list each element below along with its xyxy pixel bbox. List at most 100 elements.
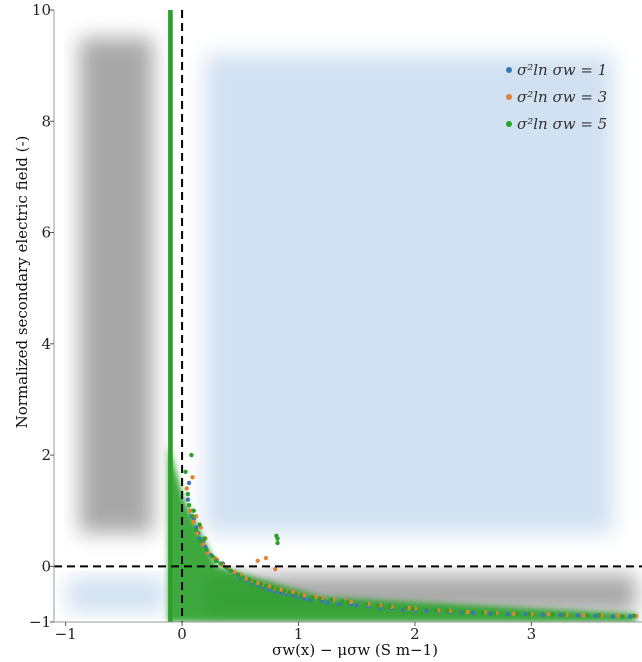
data-point xyxy=(190,475,195,480)
data-point xyxy=(526,612,532,617)
data-point xyxy=(255,580,260,586)
data-point xyxy=(470,610,476,616)
data-point xyxy=(232,569,237,575)
dense-band-wedge xyxy=(168,443,637,622)
data-point xyxy=(184,486,189,491)
region-upper-right xyxy=(205,54,613,533)
data-point xyxy=(293,591,299,597)
y-tick-label: 8 xyxy=(41,112,51,130)
data-point xyxy=(218,561,223,566)
dense-band xyxy=(168,10,637,622)
data-point xyxy=(274,533,279,538)
data-point xyxy=(325,600,330,605)
data-point xyxy=(183,469,188,474)
data-point xyxy=(290,593,295,598)
data-point xyxy=(631,613,637,619)
x-tick-label: −1 xyxy=(55,625,77,643)
data-point xyxy=(228,568,234,574)
x-axis-ticks: −1 0 1 2 3 xyxy=(55,622,537,643)
data-point xyxy=(278,587,284,592)
data-points xyxy=(183,452,639,619)
y-tick-label: 4 xyxy=(41,335,51,353)
series-3 xyxy=(183,452,637,619)
data-point xyxy=(275,586,280,592)
legend-marker xyxy=(506,121,512,127)
data-point xyxy=(558,612,563,617)
data-point xyxy=(375,603,380,608)
data-point xyxy=(581,613,586,618)
data-point xyxy=(328,597,334,602)
data-point xyxy=(354,603,359,608)
data-point xyxy=(585,613,590,618)
dense-band-column xyxy=(168,10,173,622)
data-point xyxy=(491,610,497,616)
data-point xyxy=(337,601,342,607)
legend-label: σ²ln σw = 5 xyxy=(517,115,607,133)
data-point xyxy=(345,599,350,605)
x-tick-label: 3 xyxy=(527,625,537,643)
data-point xyxy=(210,554,215,559)
legend-marker xyxy=(506,94,512,100)
x-axis-title: σw(x) − μσw (S m−1) xyxy=(272,641,438,659)
y-tick-label: 10 xyxy=(32,1,51,19)
data-point xyxy=(348,599,354,605)
data-point xyxy=(550,612,555,617)
y-axis-title: Normalized secondary electric field (-) xyxy=(13,136,31,429)
data-point xyxy=(263,583,269,589)
region-lower-left xyxy=(67,577,165,612)
data-point xyxy=(575,613,581,618)
data-point xyxy=(424,608,429,614)
plot-area xyxy=(54,10,642,622)
data-point xyxy=(465,609,470,615)
data-point xyxy=(410,606,415,611)
data-point xyxy=(540,612,546,617)
data-point xyxy=(302,593,307,598)
data-point xyxy=(363,601,369,607)
y-tick-label: 6 xyxy=(41,224,51,242)
axes xyxy=(53,10,642,623)
data-point xyxy=(406,605,412,611)
data-point xyxy=(445,608,450,614)
data-point xyxy=(488,611,493,616)
data-point xyxy=(403,605,408,611)
data-point xyxy=(515,611,520,616)
data-point xyxy=(317,596,322,601)
data-point xyxy=(186,502,192,508)
data-point xyxy=(275,540,280,546)
data-point xyxy=(278,590,284,596)
data-point xyxy=(243,576,249,581)
data-point xyxy=(204,547,209,552)
data-point xyxy=(523,612,528,617)
data-point xyxy=(190,514,195,519)
data-point xyxy=(511,611,517,616)
data-point xyxy=(189,452,194,458)
data-point xyxy=(213,558,219,563)
data-point xyxy=(561,612,567,617)
data-point xyxy=(240,575,245,580)
data-point xyxy=(270,585,276,590)
data-point xyxy=(593,613,598,619)
legend-label: σ²ln σw = 1 xyxy=(517,61,607,79)
data-point xyxy=(267,584,272,589)
data-point xyxy=(259,581,264,587)
data-point xyxy=(263,555,269,561)
legend-marker xyxy=(506,67,512,73)
data-point xyxy=(255,558,260,563)
data-point xyxy=(247,577,252,582)
data-point xyxy=(193,514,199,519)
data-point xyxy=(197,522,202,527)
data-point xyxy=(610,614,616,619)
x-tick-label: 0 xyxy=(177,625,187,643)
data-point xyxy=(198,539,203,544)
legend-label: σ²ln σw = 3 xyxy=(517,88,607,106)
data-point xyxy=(235,572,241,577)
y-tick-label: 2 xyxy=(41,446,51,464)
data-point xyxy=(185,497,191,502)
data-point xyxy=(387,604,392,609)
x-tick-label: 2 xyxy=(410,625,420,643)
y-tick-label: 0 xyxy=(41,557,51,575)
data-point xyxy=(461,609,467,615)
data-point xyxy=(620,614,625,619)
region-upper-left xyxy=(79,37,153,533)
